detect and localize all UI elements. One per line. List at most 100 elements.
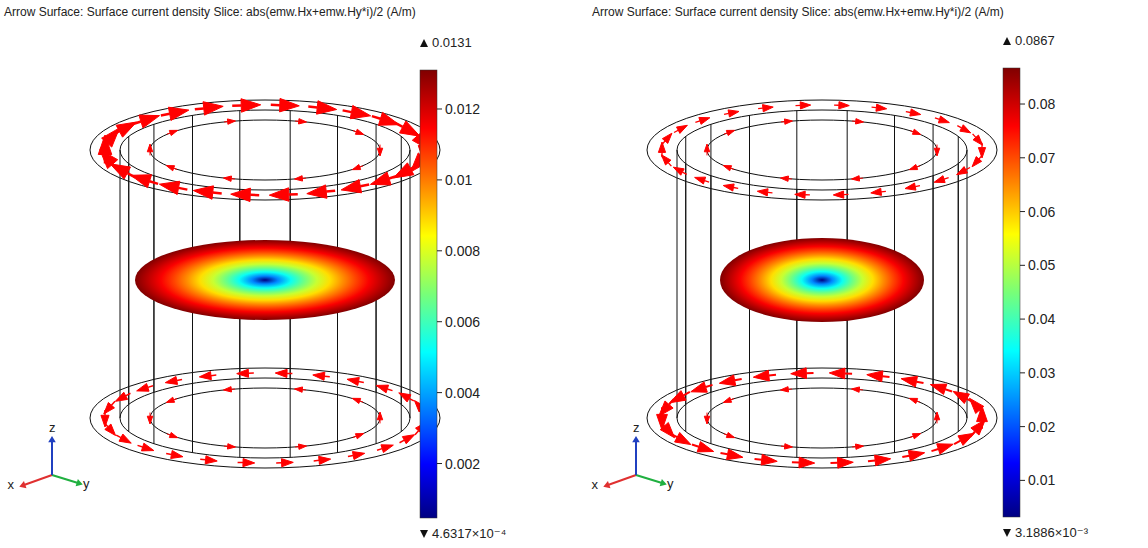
arrow-shaft (132, 122, 141, 125)
arrow-shaft (167, 434, 170, 435)
arrow (377, 148, 382, 156)
flange (647, 100, 997, 200)
flange (90, 368, 440, 468)
colorbar-tick (1020, 265, 1025, 266)
arrow (377, 412, 382, 420)
arrow (227, 444, 235, 449)
arrow-shaft (324, 375, 329, 377)
inner-ring (150, 120, 380, 180)
arrow-shaft (721, 453, 728, 454)
arrow (307, 185, 327, 198)
arrow (402, 435, 414, 444)
wire-line (710, 124, 711, 392)
wire-line (376, 124, 377, 392)
wire-line (933, 124, 934, 392)
arrow-shaft (116, 435, 121, 438)
wire-line (958, 136, 959, 404)
arrow (728, 110, 739, 117)
arrow-shaft (724, 113, 729, 115)
triad-head (48, 436, 56, 442)
arrow (856, 444, 864, 449)
panel: Arrow Surface: Surface current density S… (4, 5, 506, 541)
flange (647, 368, 997, 468)
arrow-shaft (917, 166, 920, 167)
arrow (934, 412, 939, 420)
colorbar-tick-label: 0.01 (1028, 472, 1055, 488)
arrow (275, 369, 287, 377)
arrow-shaft (937, 420, 938, 424)
colorbar-tick (1020, 372, 1025, 373)
arrow-shaft (781, 121, 785, 122)
colorbar-tick (1020, 211, 1025, 212)
arrow (938, 116, 949, 123)
arrow-shaft (231, 178, 235, 179)
arrow-shaft (917, 401, 920, 402)
arrow (856, 119, 864, 124)
ring (120, 378, 410, 458)
slice (720, 238, 924, 322)
arrow-shaft (805, 194, 810, 195)
arrow (110, 164, 130, 179)
arrow (205, 456, 217, 464)
arrow-shaft (845, 372, 852, 374)
arrow (704, 416, 709, 424)
wire-line (894, 115, 895, 383)
arrow (909, 398, 917, 403)
arrow-shaft (353, 436, 356, 437)
arrow-shaft (788, 389, 792, 390)
colorbar-tick (437, 179, 442, 180)
arrow (838, 457, 854, 468)
colorbar-tick-label: 0.08 (1028, 96, 1055, 112)
arrow-shaft (348, 456, 353, 457)
arrow-shaft (682, 172, 686, 174)
triad-label: x (8, 477, 15, 492)
arrow-shaft (705, 181, 710, 182)
wire-line (749, 115, 750, 383)
arrow-shaft (166, 453, 171, 454)
arrow-shaft (167, 133, 170, 134)
arrow (281, 459, 293, 467)
arrow (350, 105, 370, 118)
arrow-shaft (724, 434, 727, 435)
arrow-shaft (377, 449, 382, 451)
arrow (203, 102, 223, 115)
colorbar-tick (1020, 104, 1025, 105)
arrow-shaft (707, 152, 708, 156)
arrow-shaft (902, 456, 909, 457)
arrow (269, 188, 289, 201)
wire-line (967, 150, 968, 418)
flange (90, 100, 440, 200)
arrow (761, 454, 777, 465)
ring (120, 110, 410, 190)
arrow (115, 392, 127, 401)
arrow-shaft (195, 107, 204, 110)
ring (677, 378, 967, 458)
arrow (908, 450, 924, 461)
arrow-shaft (200, 458, 205, 460)
arrow-shaft (150, 181, 159, 184)
arrow-shaft (916, 382, 923, 383)
arrow-shaft (769, 374, 776, 377)
colorbar-tick (1020, 157, 1025, 158)
arrow (169, 130, 177, 135)
arrow (934, 148, 939, 156)
arrow (355, 434, 363, 439)
arrow (852, 387, 860, 392)
arrow (341, 180, 361, 193)
arrow (370, 172, 391, 185)
arrow-shaft (302, 389, 306, 390)
arrow (784, 444, 792, 449)
arrow (400, 121, 420, 136)
arrow-shaft (224, 446, 228, 447)
arrow-shaft (692, 445, 699, 447)
arrow-shaft (179, 188, 188, 190)
arrow-shaft (224, 121, 228, 122)
colorbar-min: 4.6317×10⁻⁴ (432, 526, 506, 541)
arrow (795, 191, 806, 198)
colorbar-tick-label: 0.03 (1028, 365, 1055, 381)
colorbar (420, 70, 437, 518)
arrow-shaft (935, 118, 940, 119)
arrow-shaft (308, 105, 317, 108)
arrow (199, 372, 211, 380)
arrow-shaft (211, 374, 216, 376)
